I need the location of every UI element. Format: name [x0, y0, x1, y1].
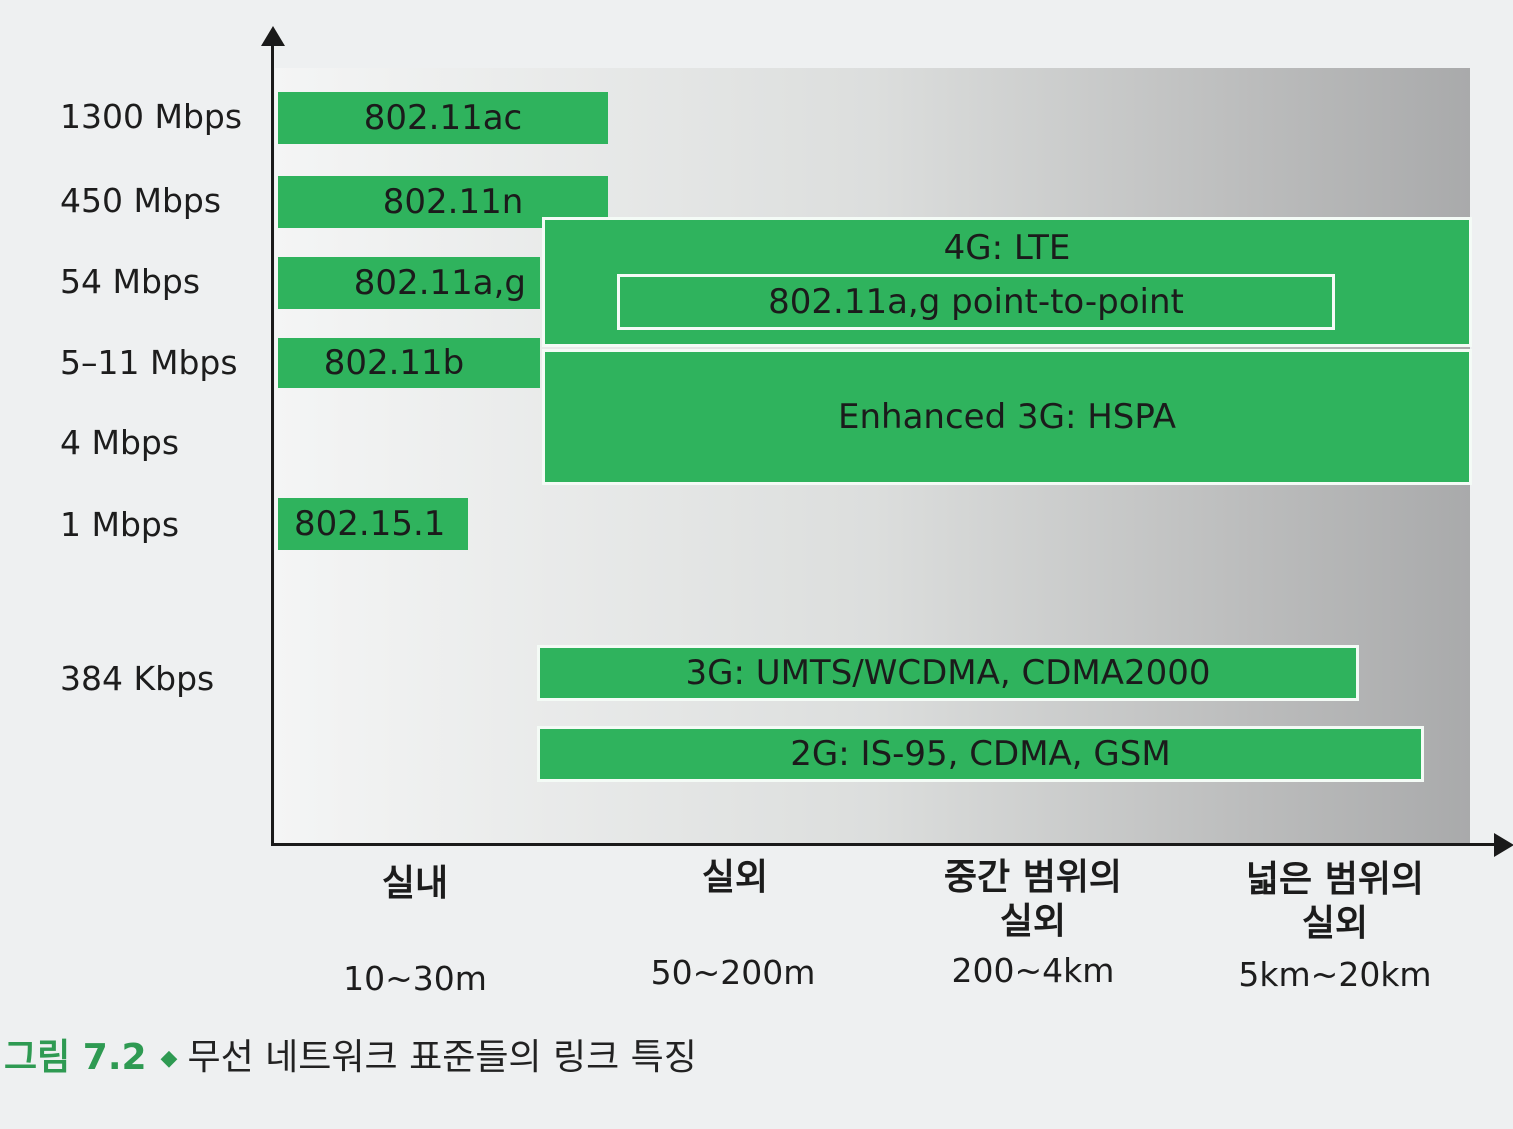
bar-4g-lte-label: 4G: LTE: [943, 228, 1071, 268]
bar-3g-umts: 3G: UMTS/WCDMA, CDMA2000: [537, 645, 1359, 701]
y-label-1mbps: 1 Mbps: [60, 505, 180, 544]
figure-title: 무선 네트워크 표준들의 링크 특징: [187, 1037, 697, 1078]
x-axis-line: [271, 843, 1499, 846]
y-label-384kbps: 384 Kbps: [60, 659, 215, 698]
y-label-54mbps: 54 Mbps: [60, 262, 201, 301]
bar-80211ac: 802.11ac: [278, 92, 608, 144]
x-range-mid-range-outdoor: 200~4km: [951, 951, 1115, 990]
x-range-indoor: 10~30m: [343, 959, 487, 998]
bar-80211b: 802.11b: [278, 338, 540, 388]
bar-802151-label: 802.15.1: [294, 504, 446, 544]
bar-3g-hspa-label: Enhanced 3G: HSPA: [838, 397, 1176, 437]
x-category-outdoor: 실외: [701, 857, 769, 898]
y-label-5-11mbps: 5–11 Mbps: [60, 343, 238, 382]
y-label-4mbps: 4 Mbps: [60, 423, 180, 462]
bar-2g: 2G: IS-95, CDMA, GSM: [537, 726, 1424, 782]
y-label-1300mbps: 1300 Mbps: [60, 97, 243, 136]
bar-4g-lte: 4G: LTE: [542, 217, 1472, 347]
bar-80211ac-label: 802.11ac: [363, 98, 523, 138]
figure-number: 그림 7.2: [4, 1037, 147, 1078]
x-category-mid-range-outdoor: 중간 범위의 실외: [943, 857, 1123, 942]
x-range-outdoor: 50~200m: [650, 953, 816, 992]
x-category-long-range-outdoor: 넓은 범위의 실외: [1245, 859, 1425, 944]
bar-80211b-label: 802.11b: [323, 343, 465, 383]
bar-80211ag: 802.11a,g: [278, 257, 540, 309]
x-range-long-range-outdoor: 5km~20km: [1238, 955, 1432, 994]
y-label-450mbps: 450 Mbps: [60, 181, 222, 220]
bar-3g-umts-label: 3G: UMTS/WCDMA, CDMA2000: [685, 653, 1211, 693]
y-axis-arrow-icon: [261, 26, 285, 46]
bar-80211ag-p2p-label: 802.11a,g point-to-point: [768, 282, 1184, 322]
diamond-bullet-icon: ◆: [160, 1046, 178, 1071]
y-axis-line: [271, 40, 274, 846]
bar-2g-label: 2G: IS-95, CDMA, GSM: [790, 734, 1171, 774]
x-category-indoor: 실내: [381, 863, 449, 904]
bar-802151: 802.15.1: [278, 498, 468, 550]
bar-80211ag-point-to-point: 802.11a,g point-to-point: [617, 274, 1335, 330]
bar-80211ag-label: 802.11a,g: [353, 263, 526, 303]
bar-enhanced-3g-hspa: Enhanced 3G: HSPA: [542, 349, 1472, 485]
bar-80211n-label: 802.11n: [382, 182, 524, 222]
x-axis-arrow-icon: [1494, 833, 1513, 857]
figure-caption: 그림 7.2 ◆ 무선 네트워크 표준들의 링크 특징: [4, 1034, 697, 1082]
